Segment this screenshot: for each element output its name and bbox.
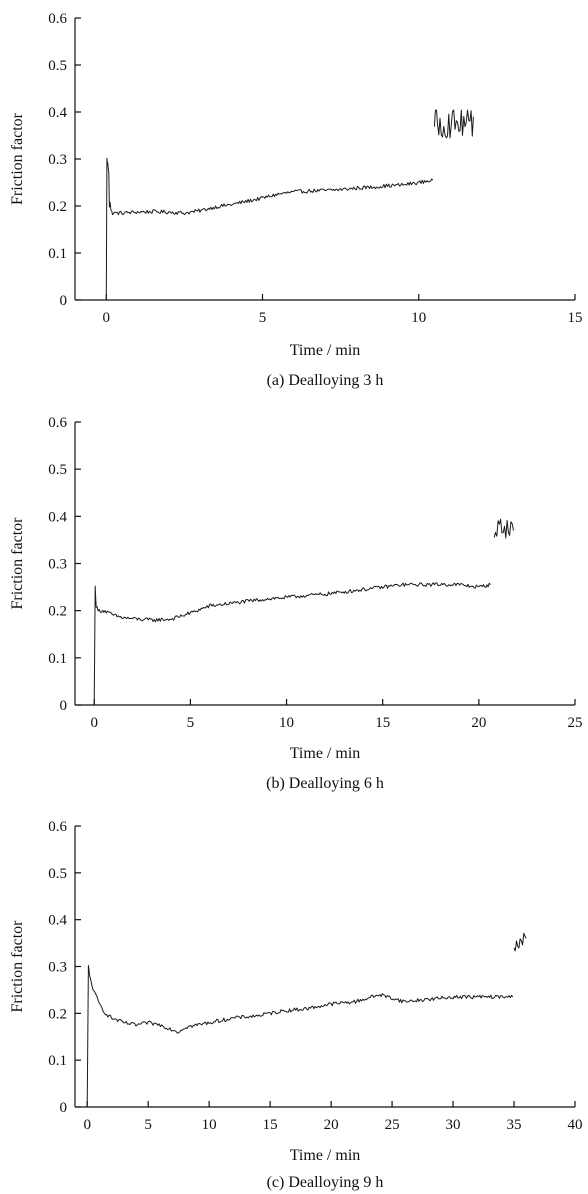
x-tick-label: 25 xyxy=(385,1117,400,1133)
y-axis-label: Friction factor xyxy=(9,920,26,1013)
panel-caption: (a) Dealloying 3 h xyxy=(267,372,384,389)
series-end-segment xyxy=(513,932,527,952)
x-tick-label: 20 xyxy=(471,715,486,731)
y-tick-label: 0.1 xyxy=(48,1053,67,1069)
x-tick-label: 15 xyxy=(263,1117,278,1133)
y-tick-label: 0.6 xyxy=(48,415,67,431)
y-tick-label: 0 xyxy=(60,698,68,714)
y-axis-label: Friction factor xyxy=(9,517,26,610)
series-main-trace xyxy=(86,964,514,1108)
x-tick-label: 5 xyxy=(187,715,195,731)
x-tick-label: 25 xyxy=(568,715,583,731)
y-axis-label: Friction factor xyxy=(9,112,26,205)
series-end-segment xyxy=(493,518,514,539)
y-tick-label: 0.5 xyxy=(48,866,67,882)
y-tick-label: 0.4 xyxy=(48,509,67,525)
x-tick-label: 20 xyxy=(324,1117,339,1133)
y-tick-label: 0 xyxy=(60,1100,68,1116)
y-tick-label: 0.5 xyxy=(48,58,67,74)
x-tick-label: 0 xyxy=(83,1117,91,1133)
x-tick-label: 0 xyxy=(90,715,98,731)
panel-b: 0 5 10 15 20 25 0 0.1 0.2 0.3 0.4 0.5 0.6 Time / min F… xyxy=(9,415,583,792)
y-tick-label: 0.4 xyxy=(48,105,67,121)
x-axis-label: Time / min xyxy=(290,1147,361,1164)
y-tick-label: 0.6 xyxy=(48,11,67,27)
series-end-segment xyxy=(433,109,474,139)
x-tick-label: 40 xyxy=(568,1117,583,1133)
x-tick-label: 35 xyxy=(507,1117,522,1133)
x-tick-label: 5 xyxy=(144,1117,152,1133)
x-tick-label: 10 xyxy=(202,1117,217,1133)
panel-a: 0 5 10 15 0 0.1 0.2 0.3 0.4 0.5 0.6 Time / min Frict… xyxy=(9,11,583,389)
panel-c: 0 5 10 15 20 25 30 35 40 0 0.1 0.2 0.3 0.4 0.5 0.6 Time … xyxy=(9,819,583,1191)
panel-caption: (b) Dealloying 6 h xyxy=(266,775,384,792)
y-tick-label: 0.2 xyxy=(48,1006,67,1022)
series-main-trace xyxy=(105,157,434,301)
y-tick-label: 0.3 xyxy=(48,960,67,976)
y-tick-label: 0 xyxy=(60,293,68,309)
panel-caption: (c) Dealloying 9 h xyxy=(267,1174,384,1191)
y-tick-label: 0.6 xyxy=(48,819,67,835)
x-tick-label: 15 xyxy=(568,310,583,326)
x-tick-label: 5 xyxy=(259,310,267,326)
y-tick-label: 0.2 xyxy=(48,604,67,620)
x-tick-label: 15 xyxy=(375,715,390,731)
y-tick-label: 0.1 xyxy=(48,651,67,667)
y-tick-label: 0.3 xyxy=(48,557,67,573)
y-tick-label: 0.2 xyxy=(48,199,67,215)
x-axis-label: Time / min xyxy=(290,342,361,359)
x-tick-label: 0 xyxy=(103,310,111,326)
x-tick-label: 30 xyxy=(446,1117,461,1133)
y-tick-label: 0.5 xyxy=(48,462,67,478)
x-tick-label: 10 xyxy=(411,310,426,326)
y-tick-label: 0.3 xyxy=(48,152,67,168)
x-tick-label: 10 xyxy=(279,715,294,731)
series-main-trace xyxy=(93,582,491,706)
y-tick-label: 0.1 xyxy=(48,246,67,262)
y-tick-label: 0.4 xyxy=(48,913,67,929)
x-axis-label: Time / min xyxy=(290,745,361,762)
